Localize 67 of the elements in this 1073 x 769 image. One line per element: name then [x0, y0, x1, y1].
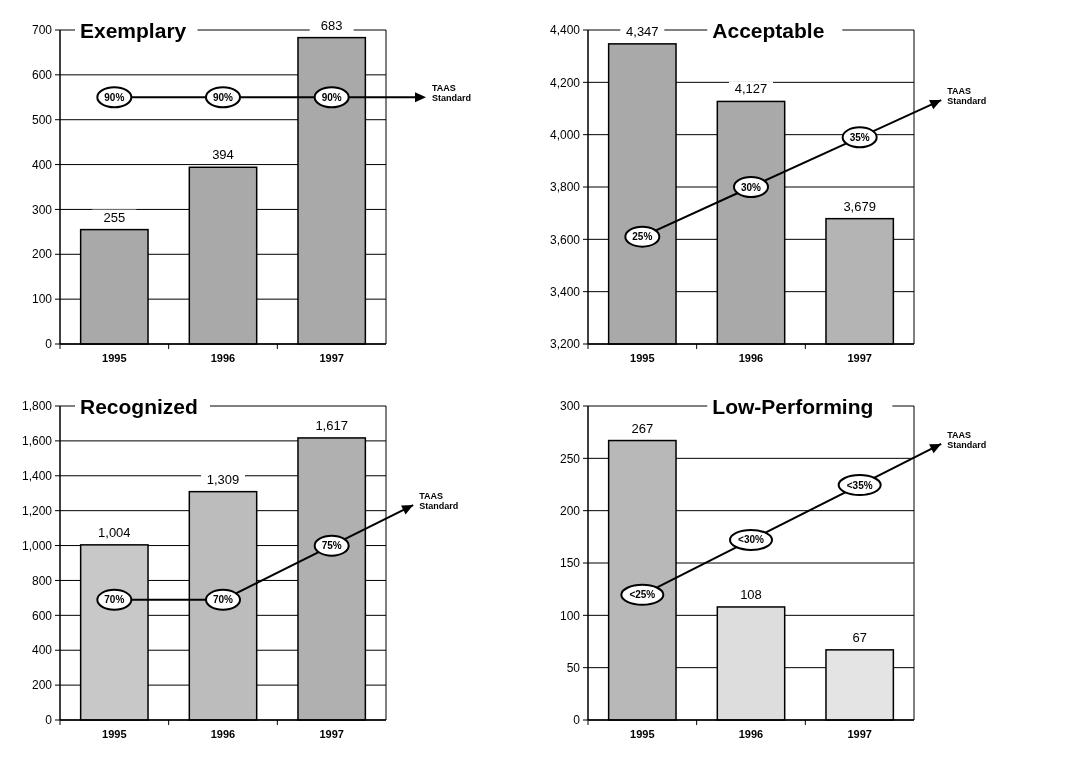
text: TAAS Standard [419, 491, 459, 512]
y-tick-label: 300 [31, 202, 53, 217]
chart-title: Acceptable [712, 19, 825, 42]
data-label: 67 [852, 629, 867, 645]
y-tick-label: 1,200 [21, 503, 53, 518]
x-tick-label: 1995 [630, 352, 655, 364]
y-tick-label: 1,000 [21, 538, 53, 553]
ref-line-label: TAAS Standard [432, 83, 472, 104]
text: TAAS Standard [947, 86, 987, 107]
chart-title: Low-Performing [712, 395, 874, 418]
data-label: 267 [631, 420, 654, 436]
data-label: 1,004 [98, 524, 131, 540]
y-tick-label: 3,200 [549, 337, 581, 352]
data-label: 683 [320, 17, 343, 33]
x-tick-label: 1996 [738, 352, 764, 364]
x-tick-label: 1997 [847, 352, 872, 364]
y-tick-label: 600 [31, 68, 53, 83]
y-tick-label: 400 [31, 157, 53, 172]
x-tick-label: 1997 [847, 728, 872, 740]
y-tick-label: 1,800 [21, 399, 53, 414]
x-tick-label: 1997 [319, 352, 344, 364]
x-tick-label: 1997 [319, 728, 344, 740]
chart-title: Exemplary [80, 19, 187, 42]
y-tick-label: 500 [31, 112, 53, 127]
x-tick-label: 1995 [102, 352, 127, 364]
text: TAAS Standard [947, 429, 987, 450]
data-label: 255 [103, 209, 126, 225]
y-tick-label: 800 [31, 573, 53, 588]
y-tick-label: 150 [559, 556, 581, 571]
y-tick-label: 0 [45, 337, 53, 352]
data-label: 3,679 [843, 198, 876, 214]
y-tick-label: 200 [559, 503, 581, 518]
data-label: 4,347 [626, 23, 659, 39]
y-tick-label: 0 [573, 713, 581, 728]
y-tick-label: 0 [45, 713, 53, 728]
y-tick-label: 200 [31, 247, 53, 262]
y-tick-label: 3,800 [549, 180, 581, 195]
y-tick-label: 3,400 [549, 284, 581, 299]
y-tick-label: 4,000 [549, 127, 581, 142]
y-tick-label: 400 [31, 643, 53, 658]
y-tick-label: 4,400 [549, 23, 581, 38]
annotation: 90% [104, 91, 125, 103]
x-tick-label: 1995 [102, 728, 127, 740]
data-label: 4,127 [734, 81, 768, 97]
data-label: 1,617 [315, 417, 348, 433]
y-tick-label: 3,600 [549, 232, 581, 247]
data-label: 1,309 [206, 471, 240, 487]
chart-title: Recognized [80, 395, 198, 418]
data-label: 108 [740, 586, 762, 602]
data-label: 394 [212, 147, 234, 163]
y-tick-label: 700 [31, 23, 53, 38]
y-tick-label: 250 [559, 451, 581, 466]
y-tick-label: 300 [559, 399, 581, 414]
annotation: 90% [321, 91, 342, 103]
y-tick-label: 4,200 [549, 75, 581, 90]
y-tick-label: 100 [559, 608, 581, 623]
x-tick-label: 1995 [630, 728, 655, 740]
y-tick-label: 100 [31, 292, 53, 307]
y-tick-label: 600 [31, 608, 53, 623]
annotation: 90% [212, 91, 234, 103]
y-tick-label: 50 [566, 660, 581, 675]
x-tick-label: 1996 [210, 728, 236, 740]
y-tick-label: 1,400 [21, 468, 53, 483]
y-tick-label: 1,600 [21, 434, 53, 449]
x-tick-label: 1996 [738, 728, 764, 740]
y-tick-label: 200 [31, 678, 53, 693]
x-tick-label: 1996 [210, 352, 236, 364]
